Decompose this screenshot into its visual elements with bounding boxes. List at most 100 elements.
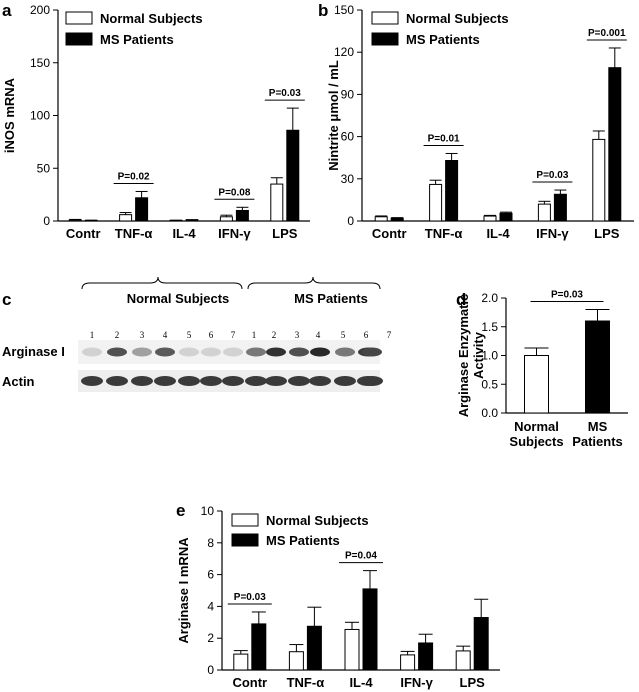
lane-number-ms: 5 (341, 330, 346, 340)
actin-band (200, 376, 222, 386)
y-tick-label: 1.0 (481, 349, 498, 363)
bar-ms-2 (362, 588, 378, 671)
bar-ms-0 (390, 217, 404, 222)
x-tick-label: TNF-α (287, 675, 325, 690)
bar-ms-3 (235, 209, 249, 222)
lane-number-normal: 7 (231, 330, 236, 340)
legend-swatch-normal (65, 11, 93, 25)
p-value-label: P=0.03 (269, 88, 301, 99)
lane-number-normal: 2 (115, 330, 120, 340)
y-axis-label: Arginase I mRNA (176, 537, 191, 644)
y-tick-label: 0 (347, 214, 354, 228)
p-value-label: P=0.04 (345, 551, 377, 562)
p-value-label: P=0.02 (118, 171, 150, 182)
x-tick-label: LPS (272, 226, 298, 241)
legend-swatch-normal (231, 513, 259, 527)
bar-normal-0 (68, 219, 82, 222)
y-tick-label: 150 (334, 3, 354, 17)
y-tick-label: 8 (207, 536, 214, 550)
bar-0 (524, 355, 549, 414)
bar-normal-0 (374, 216, 388, 222)
actin-band (178, 376, 200, 386)
panel-letter-d: d (456, 290, 466, 309)
lane-number-ms: 4 (316, 330, 321, 340)
y-tick-label: 30 (341, 172, 355, 186)
lane-number-ms: 3 (295, 330, 300, 340)
arginase-band (201, 347, 221, 357)
bar-normal-3 (400, 654, 416, 671)
y-tick-label: 120 (334, 45, 354, 59)
legend-label-ms: MS Patients (406, 32, 480, 47)
arginase-band (107, 347, 127, 357)
panel-letter-c: c (2, 290, 11, 309)
bar-ms-2 (185, 219, 199, 222)
row-label-arginase: Arginase I (2, 344, 65, 359)
bar-ms-3 (553, 193, 567, 222)
y-tick-label: 4 (207, 599, 214, 613)
x-tick-label: LPS (460, 675, 486, 690)
actin-band (106, 376, 128, 386)
x-tick-label: Contr (372, 226, 407, 241)
bar-ms-4 (608, 67, 622, 222)
bar-normal-2 (169, 219, 183, 222)
y-tick-label: 150 (30, 56, 50, 70)
lane-number-ms: 7 (387, 330, 392, 340)
bar-ms-1 (306, 625, 322, 671)
bar-normal-1 (429, 183, 443, 222)
x-tick-label: Patients (572, 434, 623, 449)
bar-normal-4 (270, 183, 284, 222)
p-value-label: P=0.03 (536, 170, 568, 181)
actin-band (288, 376, 310, 386)
actin-band (265, 376, 287, 386)
bar-ms-1 (445, 160, 459, 222)
x-tick-label: IL-4 (486, 226, 510, 241)
x-tick-label: Normal (514, 419, 559, 434)
x-tick-label: TNF-α (425, 226, 463, 241)
bar-normal-2 (483, 215, 497, 222)
bar-ms-4 (473, 617, 489, 671)
arginase-band (82, 347, 102, 357)
legend-swatch-normal (371, 11, 399, 25)
bar-normal-1 (288, 651, 304, 671)
bracket-normal (81, 276, 243, 290)
x-tick-label: IFN-γ (536, 226, 569, 241)
arginase-band (362, 347, 382, 357)
bar-normal-0 (233, 653, 249, 671)
legend-label-ms: MS Patients (266, 533, 340, 548)
y-tick-label: 2 (207, 631, 214, 645)
p-value-label: P=0.08 (218, 187, 250, 198)
arginase-band (246, 347, 266, 357)
legend-label-ms: MS Patients (100, 32, 174, 47)
y-tick-label: 1.5 (481, 320, 498, 334)
row-label-actin: Actin (2, 374, 35, 389)
legend-swatch-ms (65, 32, 93, 46)
x-tick-label: MS (588, 419, 608, 434)
panel-letter-a: a (2, 1, 12, 20)
legend-label-normal: Normal Subjects (406, 11, 509, 26)
legend-label-normal: Normal Subjects (100, 11, 203, 26)
lane-numbers: 1 2 3 4 5 6 7 1 2 3 4 5 6 7 (90, 330, 392, 340)
x-tick-label: IL-4 (349, 675, 373, 690)
blot-bands (81, 347, 383, 386)
y-tick-label: 2.0 (481, 291, 498, 305)
bar-normal-3 (219, 216, 233, 222)
y-tick-label: 10 (201, 504, 215, 518)
bar-ms-3 (418, 642, 434, 671)
arginase-band (289, 347, 309, 357)
arginase-band (132, 347, 152, 357)
x-tick-label: Subjects (509, 434, 563, 449)
y-axis-label: Activity (471, 331, 486, 379)
arginase-band (335, 347, 355, 357)
lane-number-ms: 1 (252, 330, 257, 340)
chart-e: 0 2 4 6 8 10 Arginase I mRNA Contr TNF-α IL-4 IFN-… (176, 504, 500, 690)
bar-ms-4 (286, 129, 300, 222)
bracket-ms (247, 276, 381, 290)
arginase-band (223, 347, 243, 357)
y-tick-label: 6 (207, 568, 214, 582)
western-blot: Normal Subjects MS Patients 1 2 3 4 5 6 7 1 2 3 4 5… (2, 276, 392, 392)
bar-ms-0 (84, 219, 98, 222)
y-axis-label: iNOS mRNA (2, 77, 17, 153)
legend-label-normal: Normal Subjects (266, 513, 369, 528)
lane-number-normal: 5 (187, 330, 192, 340)
